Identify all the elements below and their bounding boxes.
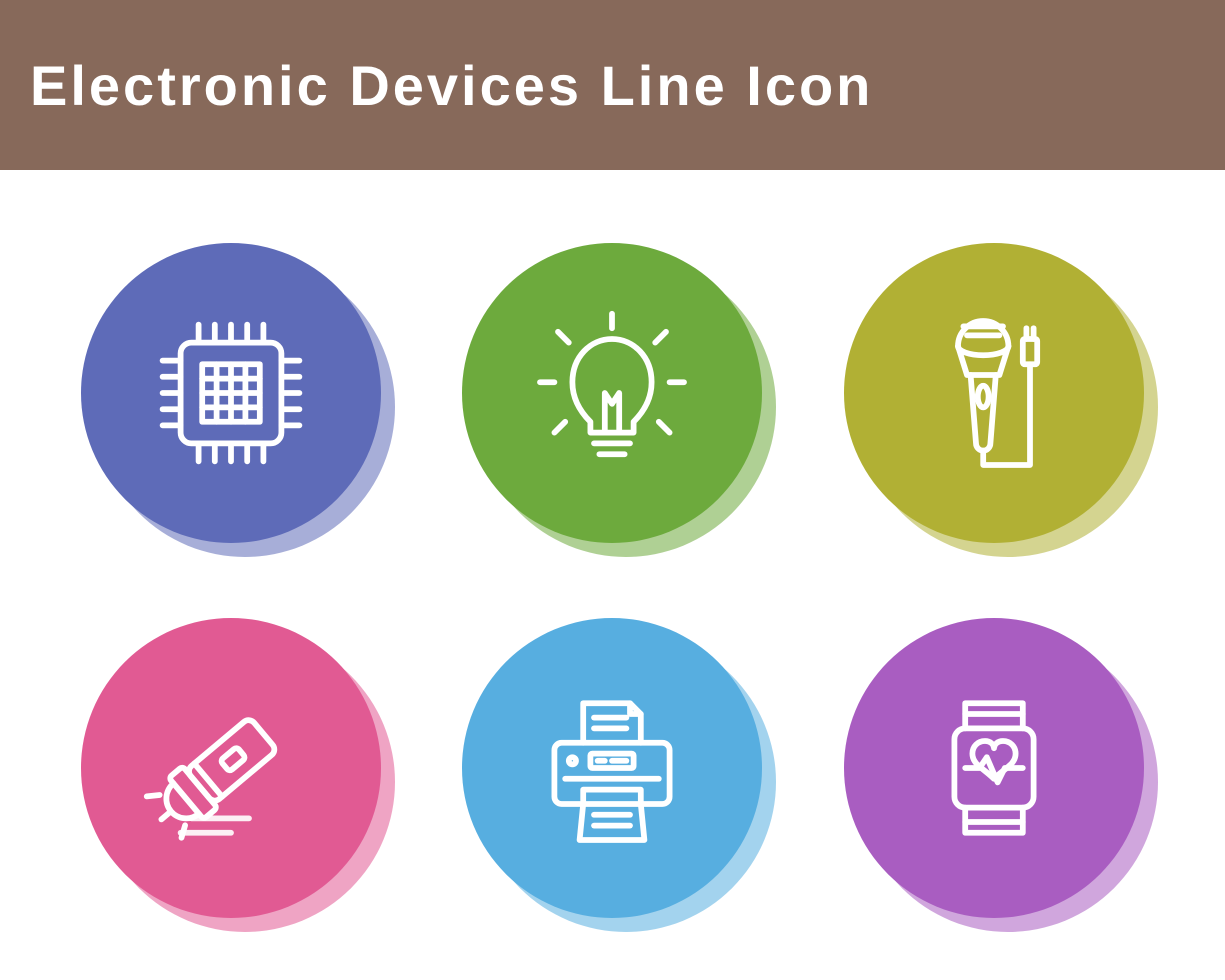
lightbulb-icon xyxy=(522,303,702,483)
icon-cell-printer xyxy=(462,595,764,940)
smartwatch-icon xyxy=(904,678,1084,858)
printer-icon xyxy=(522,678,702,858)
header-banner: Electronic Devices Line Icon xyxy=(0,0,1225,170)
icon-cell-cpu xyxy=(80,220,382,565)
microphone-icon xyxy=(904,303,1084,483)
icon-grid xyxy=(0,170,1225,980)
flashlight-icon xyxy=(141,678,321,858)
cpu-chip-icon xyxy=(141,303,321,483)
icon-cell-smartwatch xyxy=(843,595,1145,940)
page-title: Electronic Devices Line Icon xyxy=(30,53,873,118)
icon-cell-flashlight xyxy=(80,595,382,940)
icon-cell-lightbulb xyxy=(462,220,764,565)
icon-cell-microphone xyxy=(843,220,1145,565)
